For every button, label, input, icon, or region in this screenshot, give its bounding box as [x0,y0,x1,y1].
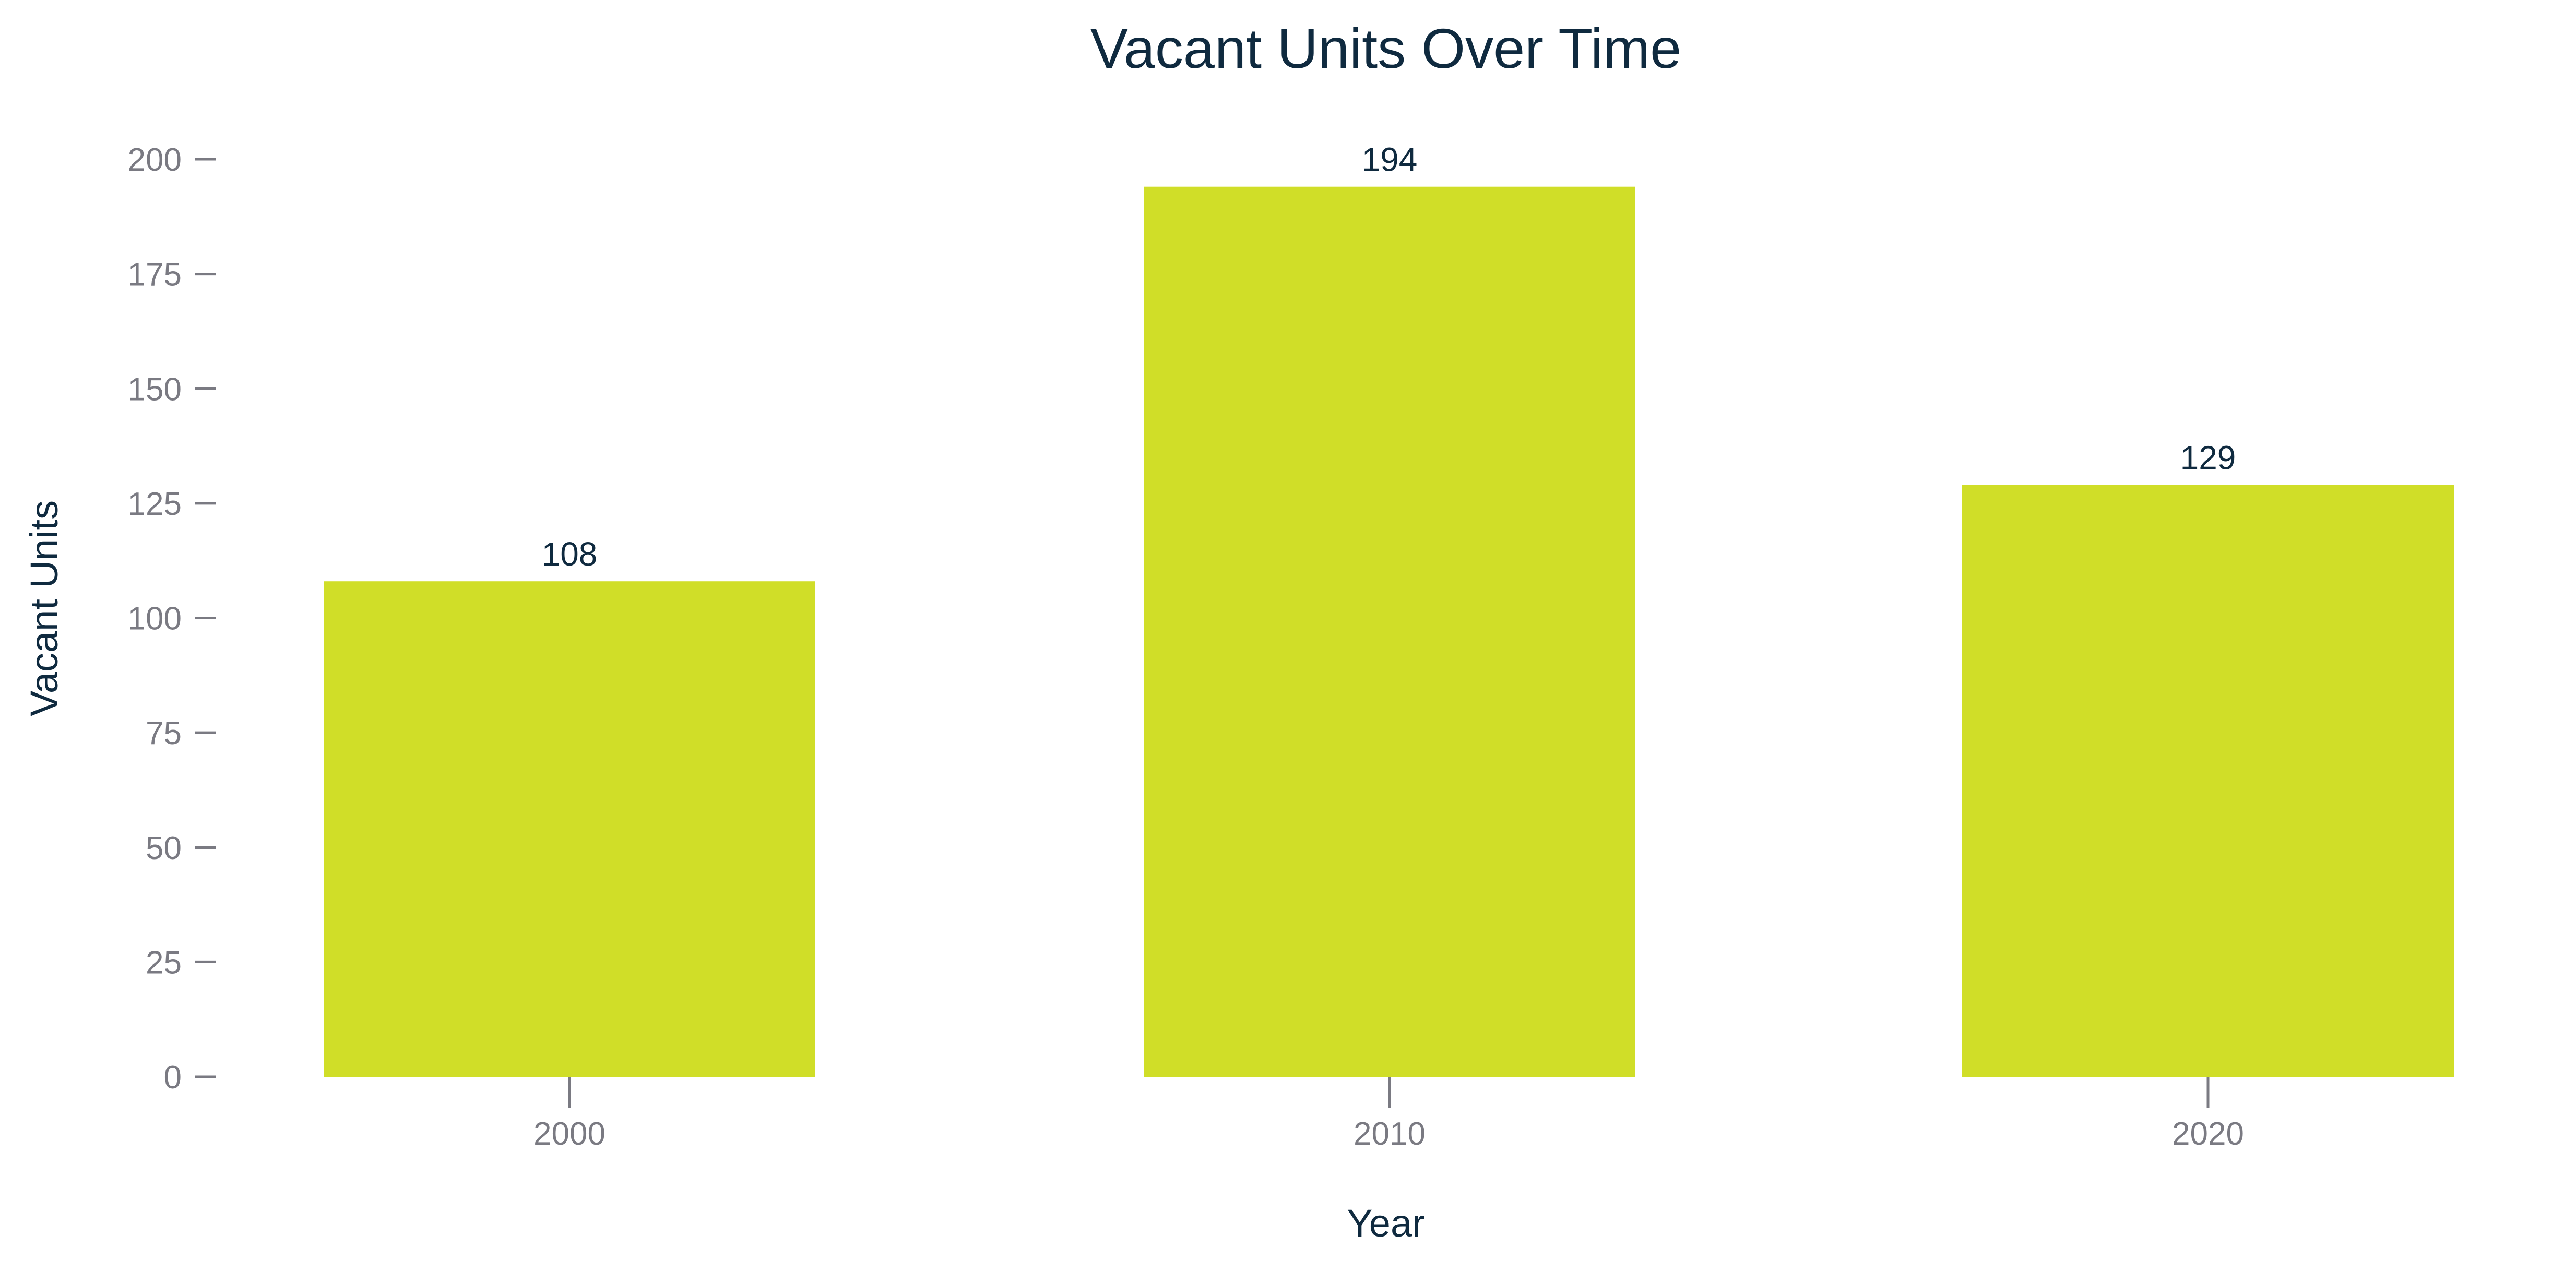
bar-2010 [1144,186,1635,1077]
chart-title: Vacant Units Over Time [1090,17,1681,80]
bar-2000 [324,581,815,1077]
bar-value-label: 194 [1362,141,1418,179]
x-axis: 2000 2010 2020 [533,1077,2244,1152]
bar-value-label: 129 [2180,439,2236,477]
bar-value-label: 108 [542,535,598,573]
x-tick-label: 2020 [2172,1116,2244,1152]
y-axis: 0 25 50 75 100 125 150 175 200 [128,142,216,1096]
y-tick-label: 125 [128,486,182,522]
y-tick-label: 50 [146,830,182,866]
y-tick-label: 75 [146,715,182,751]
y-tick-label: 200 [128,142,182,178]
y-tick-label: 25 [146,945,182,981]
y-tick-label: 0 [164,1060,182,1096]
x-axis-label: Year [1347,1202,1425,1245]
y-tick-label: 100 [128,601,182,637]
bar-2020 [1962,485,2454,1077]
y-tick-label: 150 [128,371,182,407]
y-axis-label: Vacant Units [22,500,66,716]
bars: 108 194 129 [324,141,2454,1077]
x-tick-label: 2000 [533,1116,606,1152]
y-tick-label: 175 [128,257,182,293]
x-tick-label: 2010 [1354,1116,1426,1152]
